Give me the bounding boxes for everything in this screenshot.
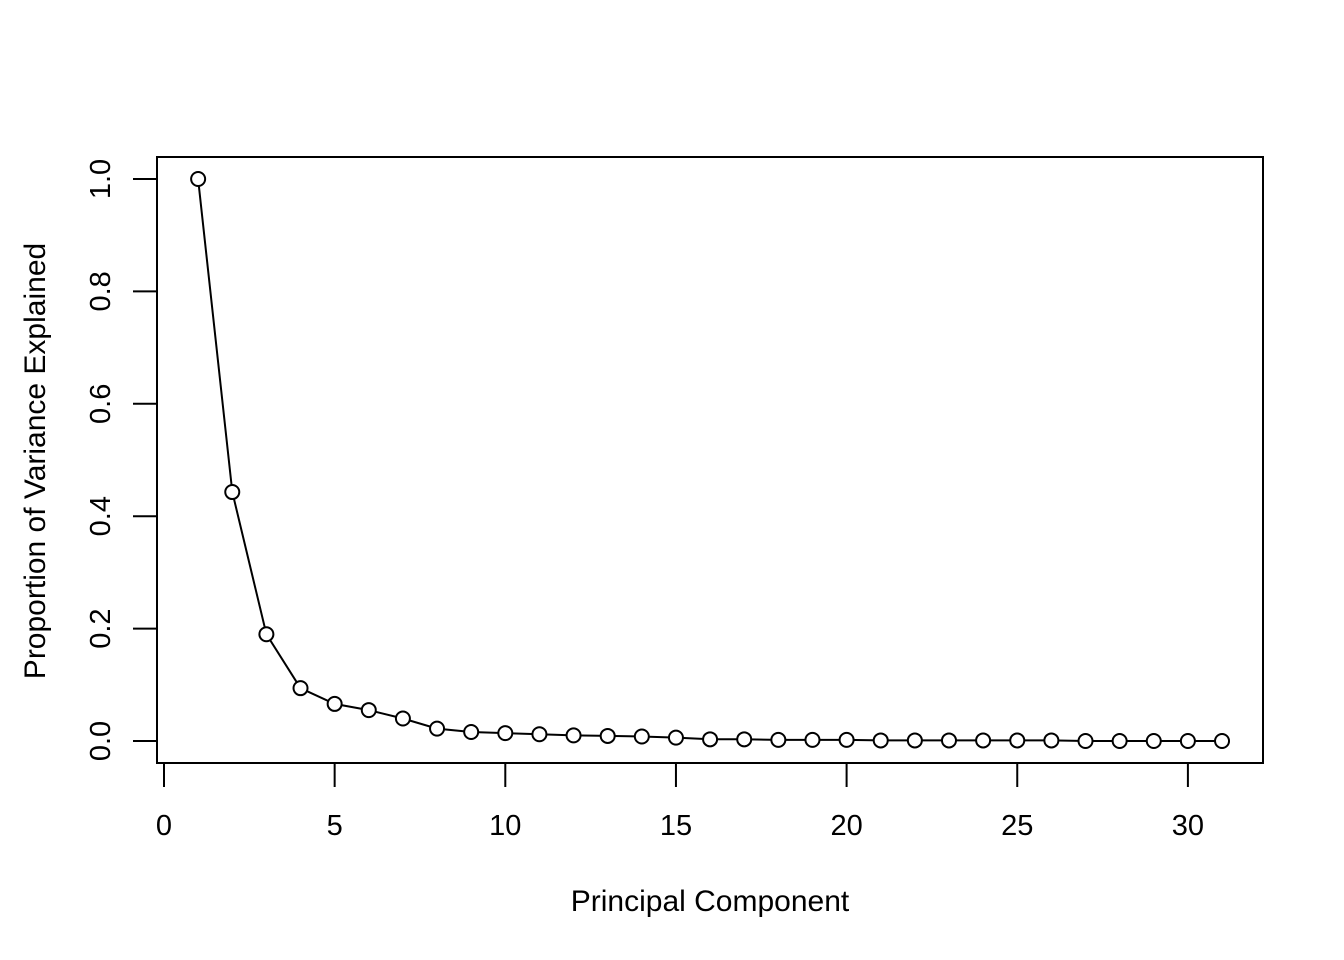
x-tick-label: 15 xyxy=(660,810,692,842)
y-tick-label: 0.8 xyxy=(85,271,117,311)
y-axis: 0.0 0.2 0.4 0.6 0.8 1.0 xyxy=(85,159,158,761)
y-tick-label: 1.0 xyxy=(85,159,117,199)
data-point xyxy=(940,732,957,749)
data-point xyxy=(1179,733,1196,749)
data-point xyxy=(565,727,582,744)
series-line xyxy=(197,178,1222,742)
data-point xyxy=(1009,732,1026,749)
data-point xyxy=(292,680,309,697)
data-point xyxy=(1043,732,1060,749)
data-point xyxy=(1077,733,1094,749)
data-point xyxy=(429,720,446,737)
data-point xyxy=(1214,733,1231,749)
y-axis-label: Proportion of Variance Explained xyxy=(19,243,52,679)
x-axis: 0 5 10 15 20 25 30 xyxy=(156,762,1204,842)
data-point xyxy=(804,731,821,748)
data-point xyxy=(497,725,514,742)
data-point xyxy=(326,695,343,712)
data-point xyxy=(975,732,992,749)
x-tick-label: 5 xyxy=(327,810,343,842)
y-tick-label: 0.0 xyxy=(85,721,117,761)
data-point xyxy=(702,731,719,748)
y-tick-label: 0.4 xyxy=(85,496,117,536)
x-tick-label: 25 xyxy=(1001,810,1033,842)
data-point xyxy=(360,702,377,719)
data-points xyxy=(190,171,1231,749)
data-point xyxy=(599,727,616,744)
data-point xyxy=(463,724,480,741)
data-point xyxy=(258,626,275,643)
y-tick-label: 0.2 xyxy=(85,608,117,648)
x-tick-label: 30 xyxy=(1172,810,1204,842)
data-point xyxy=(736,731,753,748)
x-axis-label: Principal Component xyxy=(571,885,850,918)
data-point xyxy=(224,484,241,501)
data-point xyxy=(633,728,650,745)
data-point xyxy=(838,731,855,748)
y-tick-label: 0.6 xyxy=(85,384,117,424)
x-tick-label: 20 xyxy=(830,810,862,842)
data-point xyxy=(531,726,548,743)
data-point xyxy=(394,710,411,727)
x-tick-label: 10 xyxy=(489,810,521,842)
data-point xyxy=(770,731,787,748)
data-point xyxy=(872,732,889,749)
data-point xyxy=(906,732,923,749)
plot-area-frame xyxy=(156,156,1264,764)
data-point xyxy=(1111,733,1128,749)
data-point xyxy=(190,171,207,187)
data-point xyxy=(1145,733,1162,749)
x-tick-label: 0 xyxy=(156,810,172,842)
data-point xyxy=(667,729,684,746)
